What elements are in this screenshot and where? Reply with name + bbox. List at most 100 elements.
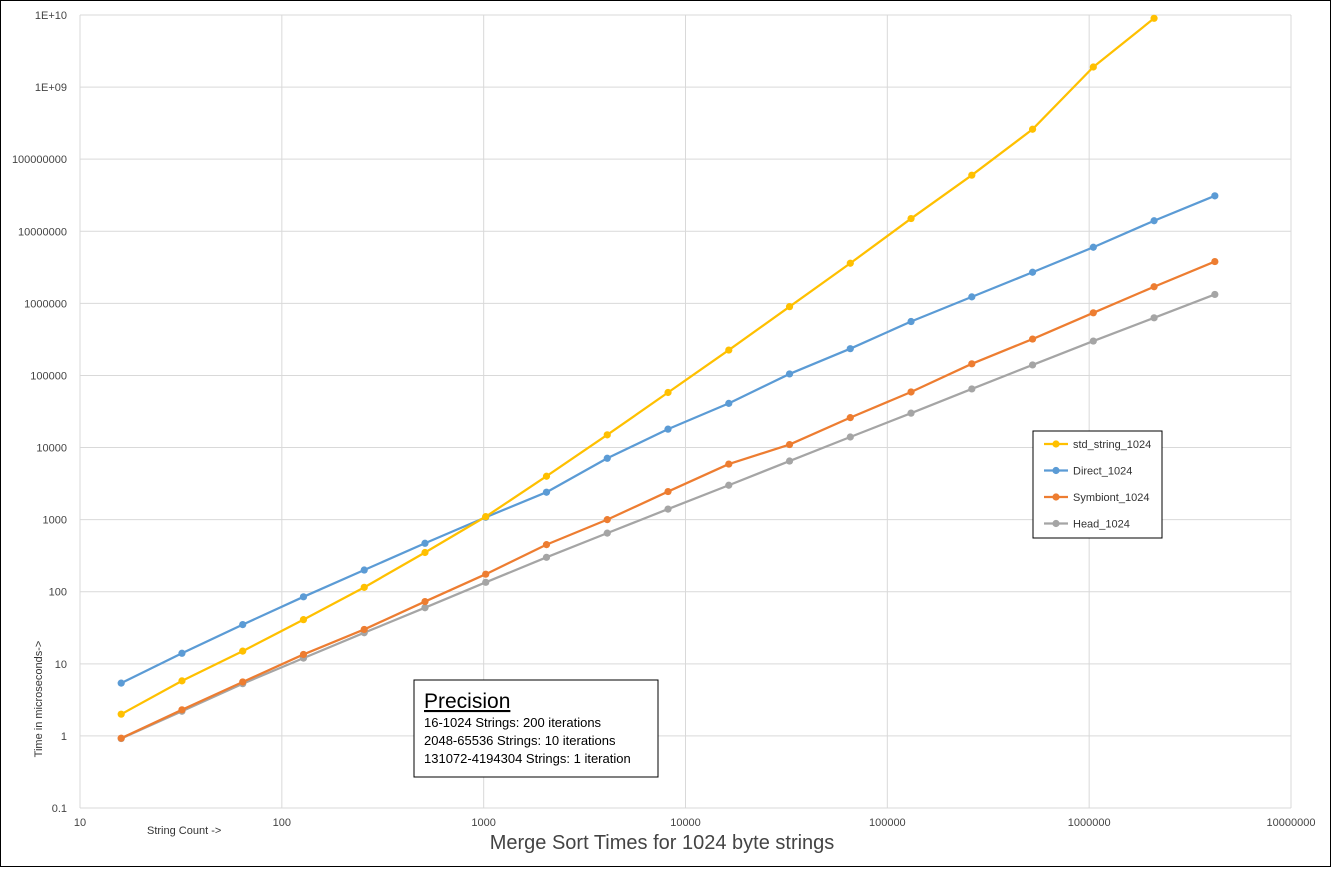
data-point (1089, 63, 1097, 71)
data-point (664, 388, 672, 397)
data-point (1028, 268, 1037, 276)
legend: std_string_1024 Direct_1024 Symbiont_1024 H… (1032, 430, 1163, 539)
legend-item: std_string_1024 (1044, 439, 1151, 451)
data-point (542, 488, 551, 496)
data-point (239, 678, 247, 686)
data-point (785, 457, 794, 465)
data-point (664, 425, 672, 433)
data-point (178, 649, 186, 657)
y-tick-label: 1000 (43, 515, 67, 527)
y-tick-label: 10000 (36, 443, 67, 455)
data-point (1211, 290, 1219, 299)
data-point (907, 409, 915, 417)
x-axis-label: String Count -> (147, 825, 221, 837)
y-tick-label: 100000 (30, 370, 67, 382)
legend-label: Direct_1024 (1073, 466, 1132, 478)
y-tick-label: 1 (61, 731, 67, 743)
data-point (117, 679, 125, 687)
precision-line-1: 16-1024 Strings: 200 iterations (424, 715, 602, 730)
data-point (1028, 125, 1037, 133)
x-tick-label: 10 (74, 817, 86, 829)
data-point (542, 541, 551, 549)
y-tick-label: 10000000 (18, 226, 67, 238)
data-point (1211, 192, 1219, 200)
data-point (1150, 14, 1158, 22)
data-point (785, 440, 794, 449)
legend-box (1032, 430, 1163, 539)
legend-item: Head_1024 (1044, 519, 1130, 531)
data-point (421, 539, 429, 547)
data-point (239, 647, 247, 655)
data-point (1089, 337, 1097, 345)
data-point (117, 734, 125, 742)
data-point (542, 472, 551, 480)
chart-title: Merge Sort Times for 1024 byte strings (490, 832, 835, 854)
data-point (360, 583, 368, 591)
y-tick-label: 100000000 (12, 154, 67, 166)
data-point (1211, 257, 1219, 266)
precision-line-2: 2048-65536 Strings: 10 iterations (424, 733, 616, 748)
data-point (482, 513, 490, 521)
legend-label: std_string_1024 (1073, 439, 1151, 451)
data-point (846, 433, 854, 441)
series-Symbiont_1024 (117, 257, 1219, 742)
data-point (421, 548, 429, 557)
data-point (421, 604, 429, 612)
data-point (1150, 217, 1158, 225)
series-line (120, 17, 1155, 716)
data-point (1089, 243, 1097, 251)
x-tick-label: 1000000 (1068, 817, 1111, 829)
data-point (968, 293, 976, 301)
data-point (1028, 361, 1037, 369)
data-point (968, 385, 976, 393)
data-point (907, 214, 915, 223)
data-point (542, 553, 551, 561)
data-point (846, 414, 854, 422)
x-axis-ticks: 10 100 1000 10000 100000 1000000 10000000 (74, 817, 1316, 829)
data-point (1028, 335, 1037, 343)
y-axis-label: Time in microseconds-> (33, 641, 45, 758)
y-tick-label: 10 (55, 659, 67, 671)
x-tick-label: 10000000 (1267, 817, 1316, 829)
gridlines (79, 14, 1292, 809)
data-point (482, 578, 490, 586)
precision-heading: Precision (424, 690, 510, 713)
precision-box-border (413, 679, 659, 778)
legend-label: Head_1024 (1073, 519, 1130, 531)
y-tick-label: 1E+10 (35, 10, 67, 22)
data-point (907, 317, 915, 326)
data-point (1150, 314, 1158, 322)
y-tick-label: 0.1 (52, 803, 67, 815)
legend-marker (1052, 440, 1060, 448)
legend-marker (1052, 493, 1060, 501)
data-point (725, 399, 733, 407)
data-point (1089, 309, 1097, 317)
legend-marker (1052, 466, 1060, 475)
legend-item: Direct_1024 (1044, 466, 1132, 478)
data-point (603, 529, 611, 537)
data-point (846, 345, 854, 353)
precision-line-3: 131072-4194304 Strings: 1 iteration (424, 751, 631, 766)
precision-box: Precision 16-1024 Strings: 200 iteration… (413, 679, 659, 778)
data-point (117, 710, 125, 718)
data-point (785, 303, 794, 311)
y-tick-label: 1000000 (24, 298, 67, 310)
data-point (785, 370, 794, 378)
x-tick-label: 100000 (869, 817, 906, 829)
legend-label: Symbiont_1024 (1073, 492, 1149, 504)
y-tick-label: 100 (49, 587, 67, 599)
data-point (1150, 283, 1158, 291)
data-point (968, 360, 976, 368)
data-point (299, 650, 308, 659)
legend-marker (1052, 519, 1060, 528)
data-point (603, 431, 611, 439)
legend-item: Symbiont_1024 (1044, 492, 1149, 504)
data-point (360, 566, 368, 574)
data-point (421, 597, 429, 606)
data-point (725, 481, 733, 489)
x-tick-label: 1000 (471, 817, 495, 829)
data-point (299, 616, 308, 624)
x-tick-label: 10000 (670, 817, 701, 829)
